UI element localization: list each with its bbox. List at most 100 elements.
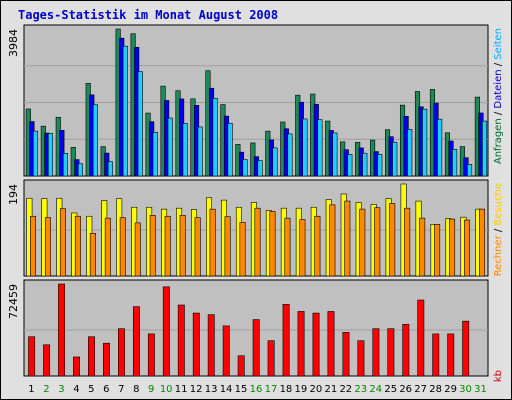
requests-bar-seiten-day-24 [377, 154, 383, 177]
kb-bar-kb-day-25 [387, 328, 395, 377]
requests-bar-seiten-day-20 [317, 119, 323, 177]
requests-bar-seiten-day-22 [347, 154, 353, 177]
requests-bar-seiten-day-15 [242, 159, 248, 177]
kb-bar-kb-day-9 [147, 333, 155, 377]
x-tick-label-day-6: 6 [103, 384, 109, 395]
x-tick-label-day-31: 31 [474, 384, 487, 395]
visits-bar-rechner-day-5 [89, 233, 96, 277]
requests-bar-seiten-day-18 [287, 133, 293, 177]
requests-bar-seiten-day-31 [482, 120, 488, 177]
visits-legend-label: / [493, 226, 504, 236]
visits-bar-rechner-day-25 [389, 203, 396, 277]
requests-bar-seiten-day-29 [452, 149, 458, 177]
kb-bar-kb-day-29 [447, 333, 455, 377]
requests-legend-label: / [493, 60, 504, 70]
x-tick-label-day-21: 21 [324, 384, 337, 395]
requests-bar-seiten-day-3 [62, 153, 69, 177]
x-tick-label-day-15: 15 [235, 384, 248, 395]
requests-legend-label: / [493, 109, 504, 119]
kb-bar-kb-day-3 [58, 283, 66, 377]
x-tick-label-day-14: 14 [220, 384, 233, 395]
visits-legend-label: Besuche [493, 183, 504, 226]
kb-ymax-label: 72459 [7, 284, 20, 319]
requests-bar-seiten-day-14 [227, 122, 233, 177]
kb-bar-kb-day-12 [192, 312, 200, 377]
visits-bar-rechner-day-28 [434, 224, 441, 277]
requests-legend-label: Seiten [493, 28, 504, 60]
visits-bar-rechner-day-6 [104, 217, 111, 277]
x-tick-label-day-1: 1 [28, 384, 34, 395]
kb-bar-kb-day-17 [267, 340, 275, 377]
visits-bar-rechner-day-26 [404, 207, 411, 277]
kb-bar-kb-day-22 [342, 332, 350, 377]
visits-bar-rechner-day-27 [419, 217, 426, 277]
kb-legend-label: kb [493, 370, 504, 382]
kb-bar-kb-day-6 [103, 342, 110, 377]
visits-bar-rechner-day-21 [329, 204, 336, 277]
requests-bar-seiten-day-17 [272, 147, 278, 177]
requests-bar-seiten-day-25 [392, 141, 398, 177]
kb-bar-kb-day-7 [118, 328, 125, 377]
x-tick-label-day-18: 18 [280, 384, 293, 395]
kb-bar-kb-day-2 [43, 344, 51, 377]
kb-bar-kb-day-26 [402, 323, 410, 377]
requests-legend: Anfragen / Dateien / Seiten [493, 28, 504, 164]
visits-bar-rechner-day-4 [74, 215, 81, 277]
visits-bar-rechner-day-18 [284, 217, 291, 277]
x-tick-label-day-26: 26 [399, 384, 412, 395]
x-tick-label-day-24: 24 [369, 384, 382, 395]
x-tick-label-day-13: 13 [205, 384, 218, 395]
kb-bar-kb-day-20 [312, 312, 320, 377]
requests-bar-seiten-day-23 [362, 152, 368, 177]
kb-bar-kb-day-30 [462, 320, 470, 377]
requests-ymax-label: 3984 [7, 29, 20, 57]
kb-bar-kb-day-1 [28, 336, 36, 377]
requests-bar-seiten-day-6 [107, 161, 113, 177]
visits-bar-rechner-day-13 [209, 208, 216, 277]
kb-bar-kb-day-21 [327, 311, 335, 377]
requests-panel: 3984 Anfragen / Dateien / Seiten [7, 24, 504, 177]
x-tick-label-day-28: 28 [429, 384, 442, 395]
requests-bar-seiten-day-10 [167, 117, 173, 177]
x-tick-label-day-4: 4 [73, 384, 79, 395]
kb-bar-kb-day-14 [222, 325, 230, 377]
x-tick-label-day-16: 16 [250, 384, 263, 395]
kb-bar-kb-day-28 [432, 333, 440, 377]
visits-legend: Rechner / Besuche [493, 183, 504, 276]
requests-bar-seiten-day-7 [122, 45, 128, 177]
visits-bar-rechner-day-23 [359, 208, 366, 277]
visits-panel: 194 Rechner / Besuche [7, 179, 504, 277]
visits-bar-rechner-day-15 [239, 222, 246, 277]
kb-bar-kb-day-4 [73, 356, 80, 377]
visits-bar-rechner-day-1 [29, 215, 36, 277]
requests-bar-seiten-day-11 [182, 123, 188, 177]
requests-bar-seiten-day-13 [212, 98, 218, 177]
visits-bar-rechner-day-22 [344, 200, 351, 277]
x-tick-label-day-5: 5 [88, 384, 94, 395]
kb-bar-kb-day-16 [252, 319, 260, 377]
kb-bar-kb-day-18 [282, 304, 290, 377]
requests-bar-seiten-day-19 [302, 118, 308, 177]
kb-bar-kb-day-13 [207, 314, 215, 377]
x-tick-label-day-3: 3 [58, 384, 64, 395]
x-tick-label-day-8: 8 [133, 384, 139, 395]
visits-bar-rechner-day-14 [224, 216, 231, 277]
x-tick-label-day-2: 2 [43, 384, 49, 395]
requests-bar-seiten-day-30 [467, 164, 473, 177]
visits-bar-rechner-day-10 [164, 215, 171, 277]
requests-legend-label: Anfragen [493, 118, 504, 164]
visits-legend-label: Rechner [493, 234, 504, 276]
kb-bar-kb-day-10 [162, 286, 170, 377]
kb-bar-kb-day-5 [88, 336, 95, 377]
kb-bar-kb-day-27 [417, 299, 425, 377]
x-tick-label-day-23: 23 [354, 384, 367, 395]
x-tick-label-day-30: 30 [459, 384, 472, 395]
visits-bar-rechner-day-31 [479, 208, 486, 277]
requests-bar-seiten-day-26 [407, 129, 413, 177]
requests-legend-label: Dateien [493, 69, 504, 108]
visits-bar-rechner-day-24 [374, 207, 381, 277]
requests-bar-seiten-day-12 [197, 126, 203, 177]
x-tick-label-day-9: 9 [148, 384, 154, 395]
chart-title: Tages-Statistik im Monat August 2008 [18, 8, 278, 22]
